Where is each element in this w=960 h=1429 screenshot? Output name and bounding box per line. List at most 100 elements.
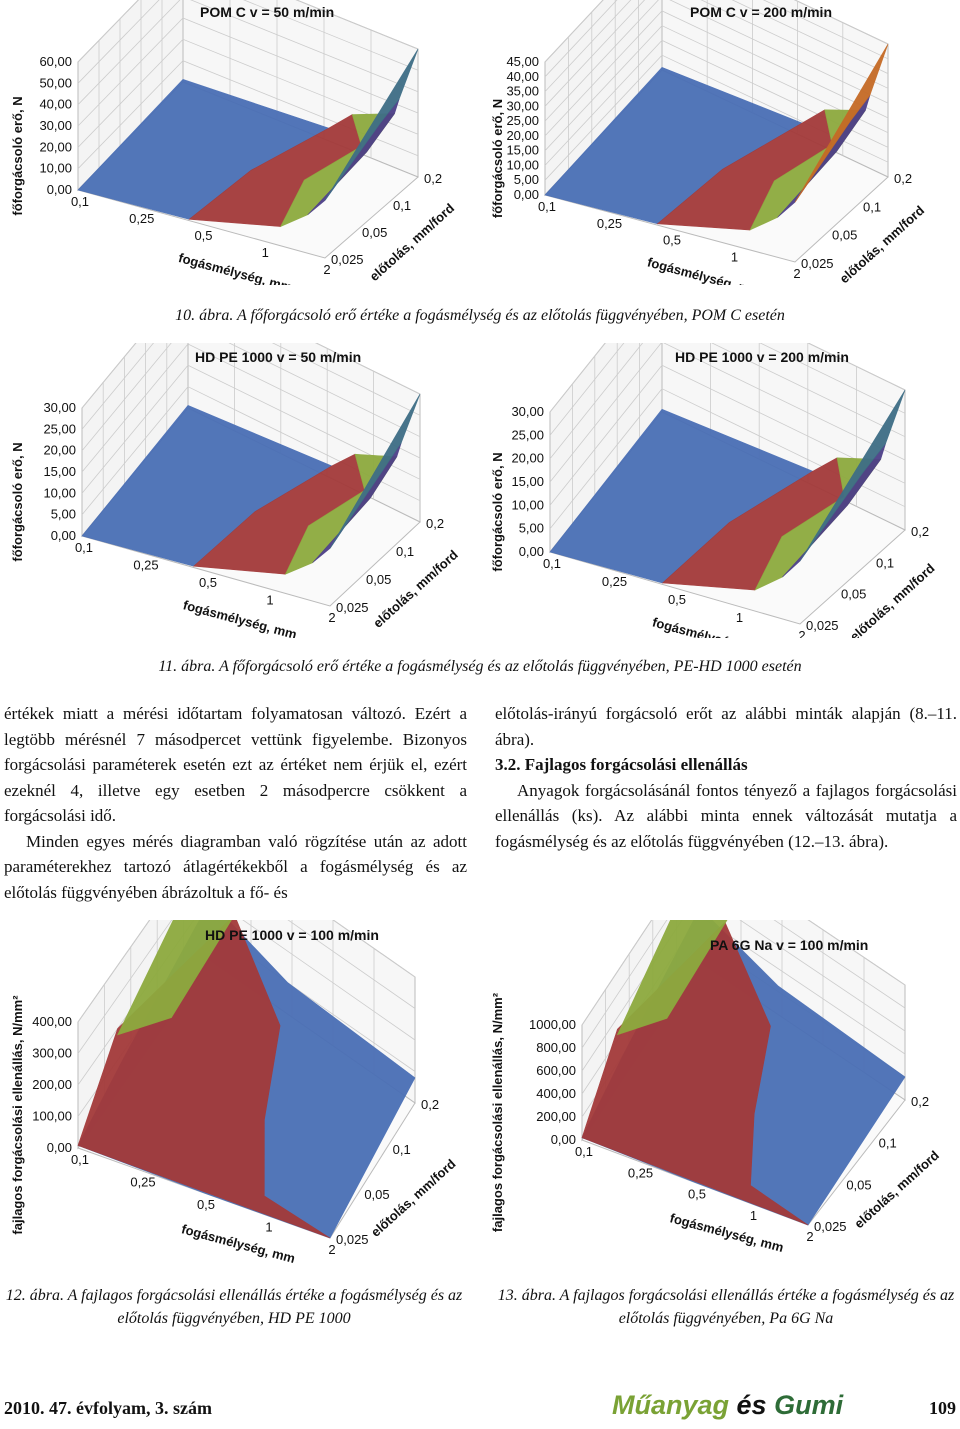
- left-paragraph-2: Minden egyes mérés diagramban való rögzí…: [4, 831, 467, 902]
- figure-12-caption: 12. ábra. A fajlagos forgácsolási ellená…: [5, 1287, 463, 1327]
- surface-band-4: [799, 389, 906, 562]
- y-tick-label: 40,00: [506, 69, 539, 84]
- x-tick-label: 0,25: [130, 1175, 155, 1190]
- feed-tick-label: 0,05: [832, 228, 857, 243]
- x-tick-label: 1: [262, 245, 269, 260]
- x-tick-label: 1: [731, 249, 738, 264]
- y-tick-label: 20,00: [39, 139, 72, 154]
- surface-chart-svg: HD PE 1000 v = 50 m/min30,0025,0020,0015…: [10, 343, 461, 638]
- y-tick-label: 10,00: [511, 497, 544, 512]
- grid-line: [77, 920, 416, 1086]
- grid-line: [544, 10, 889, 137]
- grid-line: [544, 0, 889, 63]
- grid-line: [549, 343, 906, 483]
- surface-chart-svg: POM C v = 200 m/min45,0040,0035,0030,002…: [490, 0, 928, 285]
- y-tick-label: 0,00: [514, 187, 539, 202]
- grid-line: [77, 0, 419, 84]
- y-tick-label: 100,00: [32, 1109, 72, 1124]
- y-tick-label: 5,00: [519, 521, 544, 536]
- y-tick-label: 600,00: [536, 1063, 576, 1078]
- x-tick-label: 2: [328, 610, 335, 625]
- x-tick-label: 0,5: [197, 1197, 215, 1212]
- y-axis-title: fajlagos forgácsolási ellenállás, N/mm²: [10, 995, 25, 1235]
- chart-title: POM C v = 50 m/min: [200, 4, 334, 20]
- chart-layer: HD PE 1000 v = 100 m/min 400,00 300,00 200,…: [10, 920, 459, 1266]
- y-tick-label: 10,00: [506, 157, 539, 172]
- feed-tick-label: 0,2: [421, 1097, 439, 1112]
- grid-line: [544, 0, 889, 122]
- y-tick-label: 200,00: [32, 1077, 72, 1092]
- x-tick-label: 0,5: [668, 592, 686, 607]
- feed-tick-label: 0,025: [336, 600, 369, 615]
- feed-axis-title: előtolás, mm/ford: [837, 203, 928, 285]
- surface-chart-svg: POM C v = 50 m/min60,0050,0040,0030,0020…: [10, 0, 458, 285]
- feed-tick-label: 0,2: [426, 516, 444, 531]
- y-tick-label: 1000,00: [529, 1017, 576, 1032]
- grid-line: [581, 920, 906, 1072]
- y-tick-label: 5,00: [514, 172, 539, 187]
- x-tick-label: 0,5: [663, 233, 681, 248]
- y-axis-title: főforgácsoló erő, N: [10, 442, 25, 561]
- right-column: előtolás-irányú forgácsoló erőt az alább…: [495, 701, 957, 854]
- feed-tick-label: 0,1: [863, 199, 881, 214]
- y-tick-label: 20,00: [506, 128, 539, 143]
- issue-info: 2010. 47. évfolyam, 3. szám: [4, 1398, 212, 1418]
- grid-line: [77, 38, 419, 148]
- figure-10-caption: 10. ábra. A főforgácsoló erő értéke a fo…: [175, 307, 785, 324]
- y-tick-label: 50,00: [39, 75, 72, 90]
- grid-line: [81, 343, 421, 473]
- left-column: értékek miatt a mérési időtartam folyama…: [4, 701, 467, 905]
- y-tick-label: 35,00: [506, 84, 539, 99]
- grid-line: [544, 0, 889, 92]
- grid-line: [81, 343, 421, 430]
- surface-band-2: [117, 920, 232, 1036]
- y-tick-label: 20,00: [511, 451, 544, 466]
- x-tick-label: 2: [328, 1242, 335, 1257]
- grid-line: [581, 920, 906, 1049]
- grid-line: [77, 920, 416, 1054]
- grid-line: [81, 364, 421, 494]
- x-axis-title: fogásmélység, mm: [668, 1210, 785, 1255]
- y-tick-label: 5,00: [51, 507, 76, 522]
- feed-tick-label: 0,1: [393, 1142, 411, 1157]
- x-tick-label: 0,25: [129, 211, 154, 226]
- feed-tick-label: 0,1: [879, 1136, 897, 1151]
- chart-pom-c-200: POM C v = 200 m/min 45,00 40,00 35,00 30,00 2…: [480, 0, 960, 285]
- y-tick-label: 30,00: [511, 404, 544, 419]
- grid-line: [81, 343, 421, 451]
- y-tick-label: 25,00: [506, 113, 539, 128]
- y-tick-label: 15,00: [43, 464, 76, 479]
- y-tick-label: 0,00: [51, 528, 76, 543]
- feed-axis-title: előtolás, mm/ford: [367, 200, 458, 284]
- chart-layer: PA 6G Na v = 100 m/min 1000,00 800,00 600,0…: [490, 920, 942, 1255]
- feed-axis-title: előtolás, mm/ford: [370, 547, 461, 631]
- chart-hdpe-100: HD PE 1000 v = 100 m/min 400,00 300,00 200,…: [0, 920, 480, 1270]
- figure-11-caption: 11. ábra. A főforgácsoló erő értéke a fo…: [158, 658, 802, 675]
- x-tick-label: 1: [750, 1208, 757, 1223]
- grid-line: [77, 0, 419, 63]
- grid-line: [549, 343, 906, 436]
- y-axis-title: főforgácsoló erő, N: [10, 96, 25, 215]
- x-tick-label: 0,1: [543, 556, 561, 571]
- surface-chart-svg: PA 6G Na v = 100 m/min 1000,00 800,00 600,0…: [490, 920, 942, 1255]
- x-tick-label: 0,5: [199, 575, 217, 590]
- y-tick-label: 300,00: [32, 1046, 72, 1061]
- x-tick-label: 2: [798, 628, 805, 638]
- feed-tick-label: 0,1: [876, 555, 894, 570]
- grid-line: [77, 920, 416, 1023]
- grid-line: [544, 25, 889, 151]
- feed-tick-label: 0,1: [393, 198, 411, 213]
- grid-line: [544, 39, 889, 166]
- chart-layer: HD PE 1000 v = 200 m/min30,0025,0020,001…: [490, 343, 938, 638]
- y-axis-title: főforgácsoló erő, N: [490, 452, 505, 571]
- surface-chart-svg: HD PE 1000 v = 100 m/min 400,00 300,00 200,…: [10, 920, 459, 1266]
- feed-tick-label: 0,2: [894, 171, 912, 186]
- surface-band-1: [77, 920, 331, 1239]
- chart-pa6g-100: PA 6G Na v = 100 m/min 1000,00 800,00 600,0…: [480, 920, 960, 1270]
- surface-band-4: [794, 43, 889, 203]
- grid-line: [549, 364, 906, 506]
- x-tick-label: 0,1: [575, 1144, 593, 1159]
- x-tick-label: 0,1: [71, 194, 89, 209]
- x-tick-label: 0,1: [71, 1152, 89, 1167]
- section-heading: 3.2. Fajlagos forgácsolási ellenállás: [495, 755, 748, 774]
